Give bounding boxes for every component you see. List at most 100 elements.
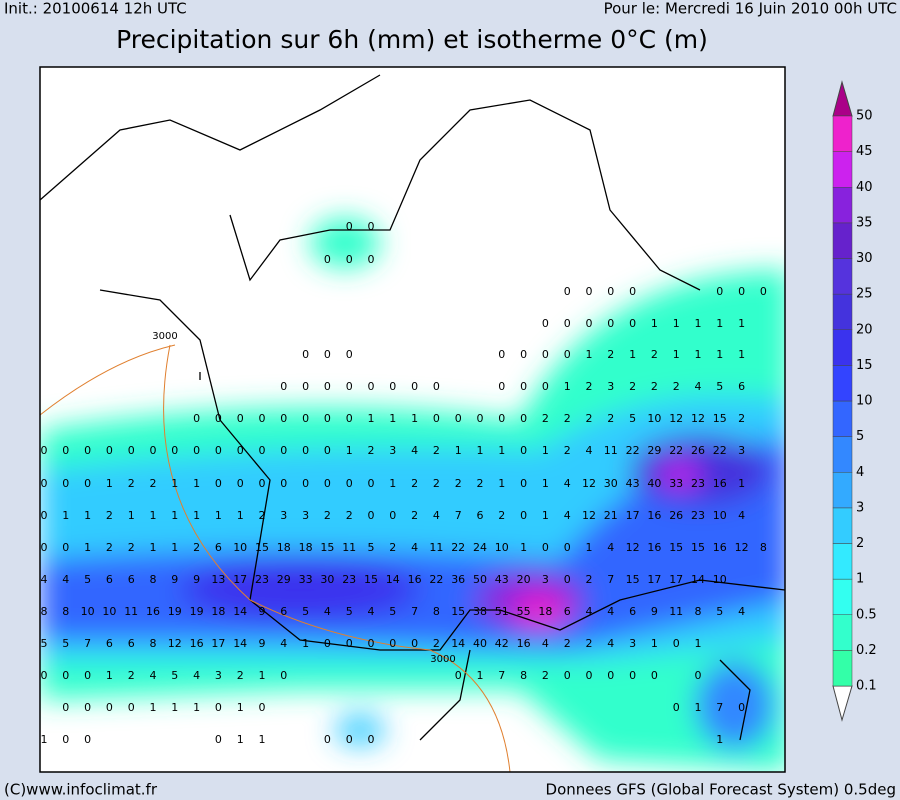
precip-value: 15: [320, 541, 334, 554]
precip-value: 19: [168, 605, 182, 618]
precip-value: 0: [368, 253, 375, 266]
precip-value: 1: [716, 733, 723, 746]
precip-value: 0: [389, 509, 396, 522]
precip-value: 0: [62, 733, 69, 746]
precip-value: 2: [586, 412, 593, 425]
precip-value: 0: [498, 412, 505, 425]
precip-value: 0: [498, 380, 505, 393]
precip-value: 0: [346, 733, 353, 746]
precip-value: 0: [280, 477, 287, 490]
precip-value: 1: [302, 637, 309, 650]
precip-value: 2: [433, 637, 440, 650]
precip-value: 0: [520, 477, 527, 490]
precip-value: 4: [607, 637, 614, 650]
precip-value: 2: [128, 669, 135, 682]
precip-value: 26: [691, 444, 705, 457]
precip-value: 0: [607, 285, 614, 298]
precip-value: 14: [386, 573, 400, 586]
precip-value: 55: [517, 605, 531, 618]
precip-value: 0: [520, 509, 527, 522]
precip-value: 2: [411, 477, 418, 490]
precip-value: 4: [41, 573, 48, 586]
precip-value: 1: [171, 541, 178, 554]
precip-value: 0: [607, 317, 614, 330]
precip-value: 0: [695, 669, 702, 682]
precip-value: 0: [259, 477, 266, 490]
precip-value: 1: [215, 509, 222, 522]
precip-value: 1: [128, 509, 135, 522]
precip-value: 0: [280, 412, 287, 425]
credit: (C)www.infoclimat.fr: [4, 781, 158, 799]
precip-value: 23: [691, 477, 705, 490]
precip-value: 2: [498, 509, 505, 522]
precip-value: 8: [520, 669, 527, 682]
precip-value: 14: [451, 637, 465, 650]
precip-value: 0: [389, 380, 396, 393]
precip-value: 0: [237, 477, 244, 490]
precip-value: 0: [41, 444, 48, 457]
isotherm-label: 3000: [152, 331, 177, 342]
precip-value: 4: [411, 444, 418, 457]
precip-value: 33: [669, 477, 683, 490]
precip-value: 11: [124, 605, 138, 618]
colorbar-segment: [832, 472, 853, 509]
precip-value: 12: [691, 412, 705, 425]
precip-value: 0: [280, 669, 287, 682]
precip-value: 15: [451, 605, 465, 618]
precip-value: 4: [411, 541, 418, 554]
precip-value: 2: [586, 637, 593, 650]
colorbar-segment: [832, 222, 853, 259]
precip-value: 0: [368, 637, 375, 650]
precip-value: 1: [542, 477, 549, 490]
precip-value: 0: [346, 477, 353, 490]
precip-value: 2: [433, 477, 440, 490]
precip-value: 1: [150, 701, 157, 714]
coastline: [40, 74, 785, 741]
precip-value: 1: [738, 348, 745, 361]
precip-value: 1: [193, 477, 200, 490]
precip-value: 2: [368, 444, 375, 457]
precip-value: 26: [669, 509, 683, 522]
precip-value: 1: [629, 348, 636, 361]
precip-value: 2: [564, 444, 571, 457]
precip-value: 9: [651, 605, 658, 618]
precip-value: 3: [607, 380, 614, 393]
precip-value: 1: [84, 541, 91, 554]
precip-value: 2: [477, 477, 484, 490]
precip-value: 0: [150, 444, 157, 457]
precip-value: 4: [62, 573, 69, 586]
precip-value: 23: [691, 509, 705, 522]
precip-value: 5: [629, 412, 636, 425]
precip-value: 0: [215, 733, 222, 746]
precip-value: 6: [280, 605, 287, 618]
precip-value: 0: [433, 380, 440, 393]
precip-value: 0: [542, 380, 549, 393]
precip-value: 1: [477, 444, 484, 457]
precip-value: 0: [324, 348, 331, 361]
precip-value: 2: [259, 509, 266, 522]
precip-value: 7: [716, 701, 723, 714]
precip-value: 1: [586, 541, 593, 554]
precip-value: 4: [433, 509, 440, 522]
precip-value: 1: [738, 477, 745, 490]
precip-value: 4: [324, 605, 331, 618]
precip-value: 0: [324, 637, 331, 650]
precip-value: 0: [41, 477, 48, 490]
precip-value: 0: [346, 348, 353, 361]
precip-value: 10: [713, 509, 727, 522]
colorbar-label: 2: [856, 536, 864, 551]
precip-value: 16: [647, 541, 661, 554]
colorbar-segment: [832, 578, 853, 615]
precip-value: 0: [324, 380, 331, 393]
precip-value: 12: [168, 637, 182, 650]
precip-value: 16: [713, 541, 727, 554]
precip-value: 2: [564, 637, 571, 650]
precip-value: 42: [495, 637, 509, 650]
precip-value: 0: [542, 317, 549, 330]
precip-value: 1: [84, 509, 91, 522]
precip-value: 0: [62, 701, 69, 714]
precip-value: 6: [477, 509, 484, 522]
precip-value: 22: [713, 444, 727, 457]
precip-value: 2: [607, 412, 614, 425]
precip-value: 0: [346, 220, 353, 233]
